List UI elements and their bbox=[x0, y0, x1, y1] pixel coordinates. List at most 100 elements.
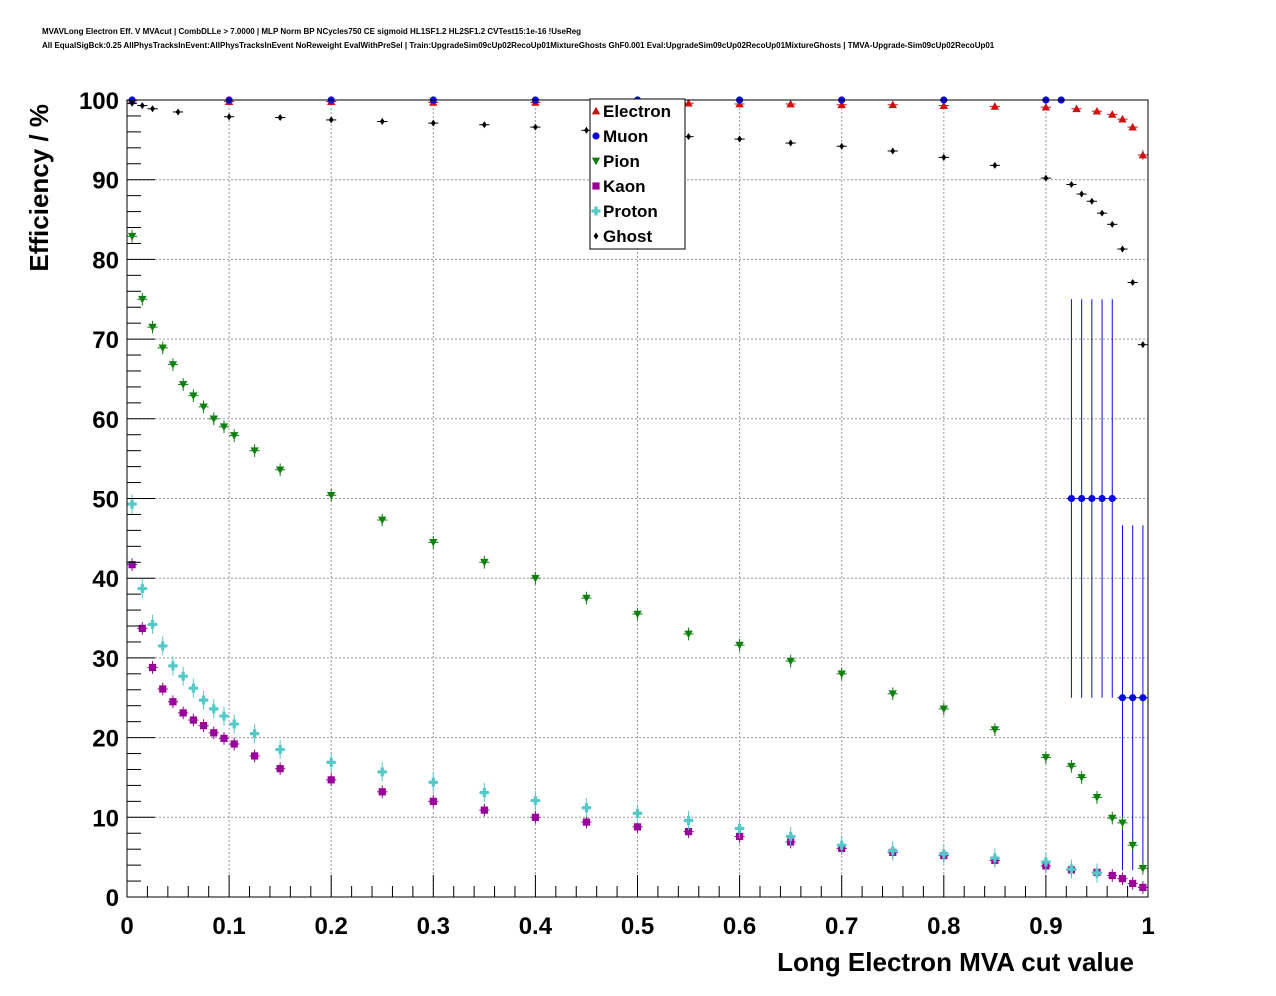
data-marker bbox=[1128, 122, 1137, 131]
data-point bbox=[887, 147, 898, 155]
data-marker bbox=[158, 641, 168, 651]
data-point bbox=[147, 614, 158, 634]
data-marker bbox=[479, 788, 489, 798]
data-marker bbox=[888, 846, 898, 856]
data-marker bbox=[251, 752, 259, 760]
data-marker bbox=[1130, 279, 1136, 287]
data-point bbox=[147, 105, 158, 113]
data-point bbox=[137, 622, 148, 635]
data-marker bbox=[1067, 494, 1076, 503]
data-marker bbox=[199, 722, 208, 730]
data-marker bbox=[735, 823, 745, 833]
data-marker bbox=[533, 123, 538, 131]
data-marker bbox=[990, 726, 1000, 734]
data-marker bbox=[129, 99, 135, 107]
data-marker bbox=[220, 734, 228, 742]
y-tick-label: 10 bbox=[92, 805, 119, 832]
data-point bbox=[428, 535, 439, 549]
data-point bbox=[1040, 102, 1052, 111]
data-marker bbox=[230, 432, 239, 440]
data-point bbox=[836, 100, 847, 109]
data-marker bbox=[158, 344, 167, 353]
data-marker bbox=[1118, 114, 1127, 123]
data-point bbox=[428, 794, 439, 808]
data-marker bbox=[377, 767, 387, 777]
data-point bbox=[1107, 869, 1118, 882]
x-tick-label: 0.3 bbox=[417, 913, 450, 940]
data-marker bbox=[941, 153, 947, 161]
data-point bbox=[938, 101, 949, 109]
data-point bbox=[530, 123, 541, 131]
data-point bbox=[326, 773, 337, 787]
data-marker bbox=[168, 361, 178, 369]
data-marker bbox=[1069, 180, 1074, 188]
data-marker bbox=[786, 657, 795, 666]
data-marker bbox=[530, 796, 540, 806]
data-marker bbox=[275, 466, 285, 475]
data-point bbox=[172, 108, 184, 116]
y-tick-label: 60 bbox=[92, 407, 119, 434]
data-point bbox=[377, 513, 388, 527]
data-point bbox=[938, 153, 949, 161]
data-point bbox=[1096, 299, 1108, 698]
data-marker bbox=[531, 574, 540, 583]
data-point bbox=[147, 320, 158, 334]
data-point bbox=[632, 607, 643, 621]
data-marker bbox=[148, 663, 157, 672]
data-marker bbox=[837, 100, 846, 109]
legend-label: Muon bbox=[603, 127, 648, 146]
data-point bbox=[157, 636, 168, 656]
data-point bbox=[1137, 150, 1148, 160]
data-point bbox=[275, 739, 286, 760]
data-point bbox=[1127, 877, 1138, 890]
series-ghost bbox=[127, 99, 1148, 349]
data-marker bbox=[209, 704, 219, 714]
data-point bbox=[275, 762, 286, 776]
data-marker bbox=[684, 98, 693, 107]
data-point bbox=[223, 113, 235, 121]
y-tick-label: 0 bbox=[106, 885, 119, 912]
data-point bbox=[530, 790, 541, 811]
data-point bbox=[127, 558, 138, 572]
data-point bbox=[683, 810, 694, 831]
data-marker bbox=[179, 709, 187, 717]
data-marker bbox=[379, 118, 385, 126]
y-axis-label: Efficiency / % bbox=[24, 104, 54, 272]
data-marker bbox=[128, 561, 136, 569]
x-tick-label: 0.9 bbox=[1029, 913, 1062, 940]
data-point bbox=[836, 667, 847, 681]
data-point bbox=[1137, 341, 1148, 349]
data-point bbox=[734, 638, 745, 652]
data-marker bbox=[1041, 102, 1051, 111]
data-marker bbox=[159, 685, 167, 693]
legend-item: Electron bbox=[591, 102, 671, 121]
data-point bbox=[218, 732, 230, 745]
data-point bbox=[326, 488, 337, 502]
data-point bbox=[734, 135, 745, 143]
data-point bbox=[989, 102, 1000, 110]
legend-marker bbox=[593, 232, 599, 240]
data-marker bbox=[275, 745, 285, 755]
data-marker bbox=[633, 610, 642, 619]
data-marker bbox=[684, 815, 694, 825]
data-marker bbox=[168, 661, 178, 671]
data-point bbox=[479, 803, 490, 817]
data-point bbox=[1086, 197, 1097, 205]
data-marker bbox=[737, 135, 742, 143]
data-point bbox=[938, 702, 949, 716]
data-point bbox=[1107, 299, 1118, 698]
data-point bbox=[938, 844, 949, 864]
data-point bbox=[1117, 525, 1128, 871]
data-marker bbox=[480, 806, 488, 814]
legend: Electron Muon Pion Kaon Proton Ghost bbox=[589, 98, 686, 250]
data-marker bbox=[430, 119, 436, 127]
data-marker bbox=[1092, 868, 1102, 878]
data-point bbox=[147, 661, 158, 674]
data-point bbox=[1091, 106, 1103, 115]
data-point bbox=[127, 229, 138, 243]
data-point bbox=[785, 826, 796, 846]
data-point bbox=[530, 571, 541, 585]
data-marker bbox=[127, 232, 137, 241]
data-marker bbox=[1138, 864, 1148, 873]
